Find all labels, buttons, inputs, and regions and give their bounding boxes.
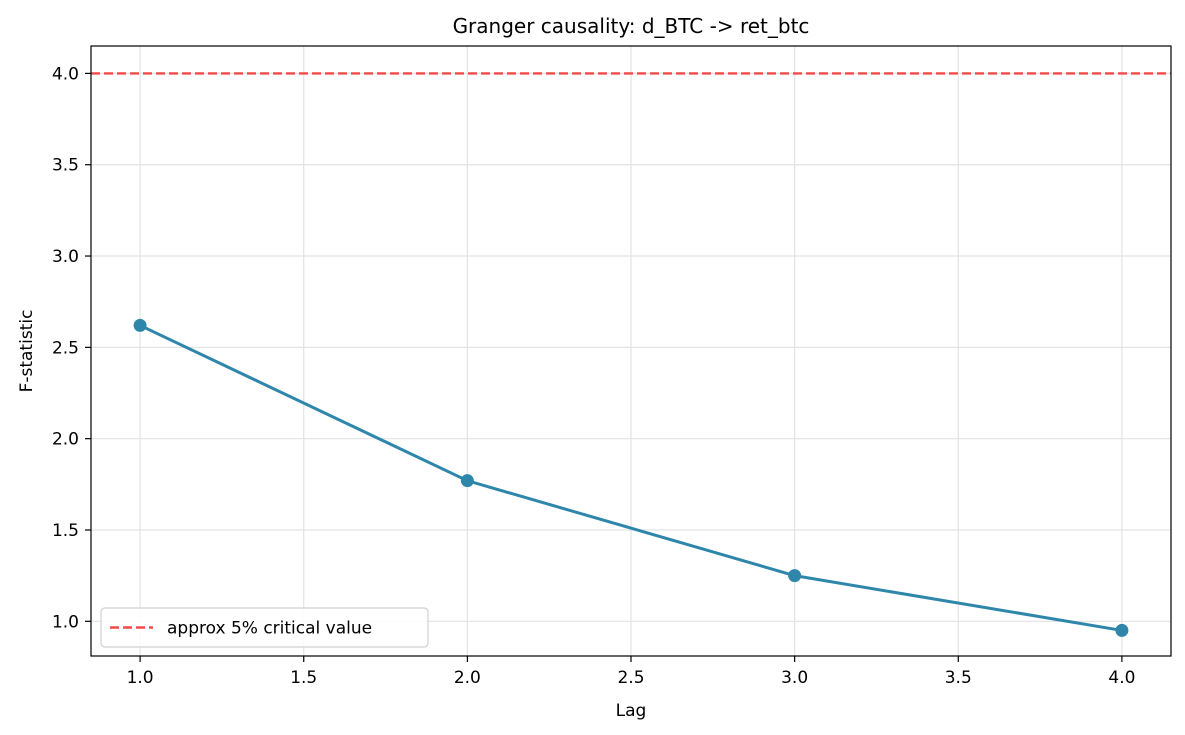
y-tick-label: 3.5 [52, 156, 79, 176]
x-tick-label: 3.5 [945, 668, 972, 688]
x-tick-label: 2.0 [454, 668, 481, 688]
x-tick-label: 1.5 [290, 668, 317, 688]
y-axis-label: F-statistic [17, 310, 37, 393]
x-tick-label: 3.0 [781, 668, 808, 688]
x-tick-label: 2.5 [617, 668, 644, 688]
legend-box [100, 607, 429, 648]
y-axis-ticks: 1.0 1.5 2.0 2.5 3.0 3.5 4.0 [52, 64, 91, 632]
series-line [139, 324, 1123, 632]
x-axis-ticks: 1.0 1.5 2.0 2.5 3.0 3.5 4.0 [127, 656, 1135, 688]
legend: approx 5% critical value [100, 607, 429, 648]
data-point [1115, 623, 1129, 637]
y-tick-label: 1.5 [52, 521, 79, 541]
y-tick-label: 2.5 [52, 338, 79, 358]
data-point [460, 474, 474, 488]
data-point [788, 569, 802, 583]
y-tick-label: 2.0 [52, 430, 79, 450]
x-tick-label: 4.0 [1108, 668, 1135, 688]
series-layer [133, 318, 1129, 637]
y-tick-label: 3.0 [52, 247, 79, 267]
y-tick-label: 4.0 [52, 64, 79, 84]
chart-title: Granger causality: d_BTC -> ret_btc [453, 14, 810, 38]
x-tick-label: 1.0 [127, 668, 154, 688]
legend-label: approx 5% critical value [167, 619, 372, 639]
x-axis-label: Lag [616, 701, 647, 721]
y-tick-label: 1.0 [52, 612, 79, 632]
data-point [133, 318, 147, 332]
